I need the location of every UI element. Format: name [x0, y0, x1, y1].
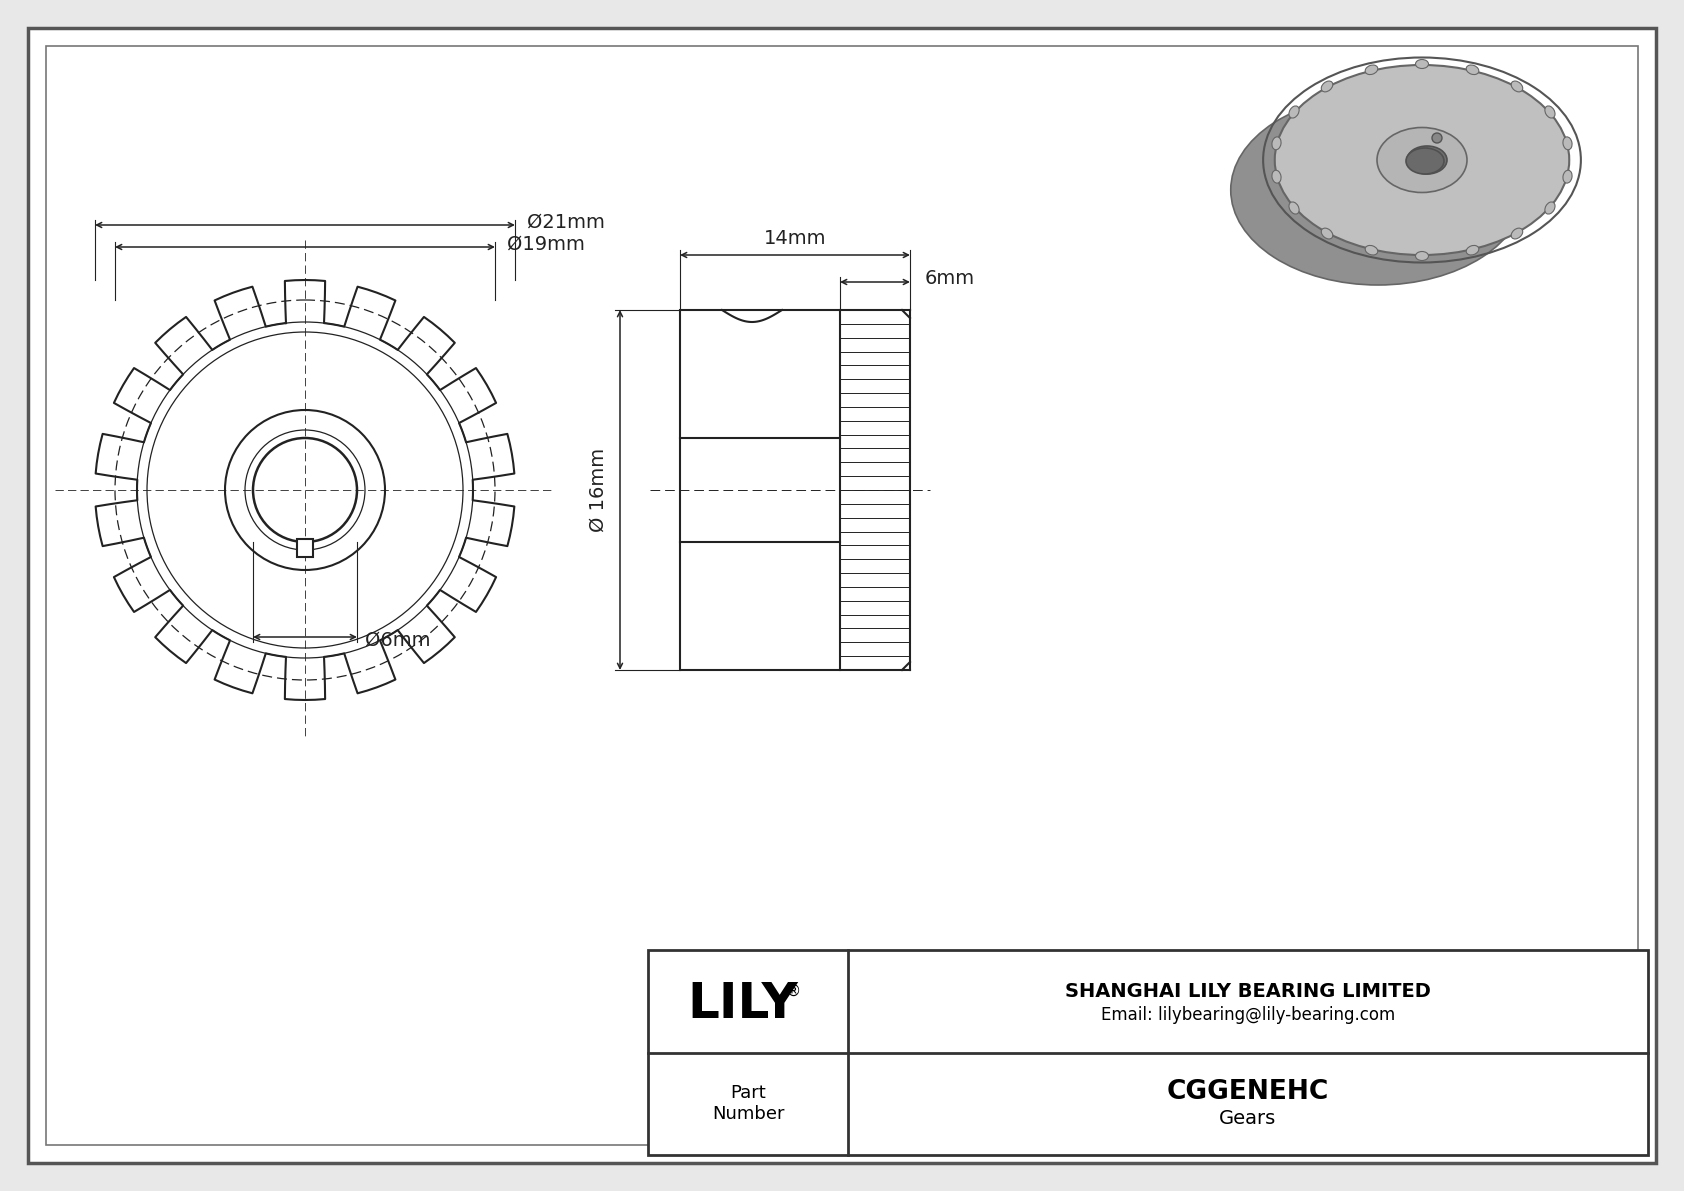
Ellipse shape [1416, 60, 1428, 69]
Bar [680, 310, 840, 671]
Ellipse shape [1511, 229, 1522, 239]
Ellipse shape [1366, 66, 1378, 75]
Ellipse shape [1563, 137, 1573, 150]
Ellipse shape [1408, 146, 1447, 174]
Ellipse shape [1544, 202, 1554, 214]
Text: Ø6mm: Ø6mm [365, 630, 431, 649]
Ellipse shape [1322, 229, 1332, 239]
Text: Part
Number: Part Number [712, 1084, 785, 1123]
Bar [296, 540, 313, 557]
Text: SHANGHAI LILY BEARING LIMITED: SHANGHAI LILY BEARING LIMITED [1064, 981, 1431, 1000]
Bar [648, 950, 1649, 1155]
Ellipse shape [1322, 81, 1332, 92]
Ellipse shape [1563, 170, 1573, 183]
Text: CGGENEHC: CGGENEHC [1167, 1079, 1329, 1105]
Ellipse shape [1231, 95, 1526, 285]
Text: 6mm: 6mm [925, 269, 975, 288]
Ellipse shape [1544, 106, 1554, 118]
Ellipse shape [1511, 81, 1522, 92]
Ellipse shape [1467, 66, 1479, 75]
Text: Ø19mm: Ø19mm [507, 235, 584, 254]
Text: Ø21mm: Ø21mm [527, 212, 605, 231]
Ellipse shape [1406, 148, 1443, 174]
Ellipse shape [1378, 127, 1467, 193]
Ellipse shape [1288, 106, 1298, 118]
Circle shape [1431, 133, 1442, 143]
Ellipse shape [1366, 245, 1378, 255]
Text: Gears: Gears [1219, 1109, 1276, 1128]
Ellipse shape [1416, 251, 1428, 261]
Ellipse shape [1271, 170, 1282, 183]
Text: Email: lilybearing@lily-bearing.com: Email: lilybearing@lily-bearing.com [1101, 1006, 1394, 1024]
Ellipse shape [1275, 66, 1569, 255]
Ellipse shape [1467, 245, 1479, 255]
Text: 14mm: 14mm [765, 230, 827, 249]
Text: Ø 16mm: Ø 16mm [588, 448, 608, 532]
Text: LILY: LILY [687, 980, 798, 1028]
Text: ®: ® [786, 984, 802, 999]
Ellipse shape [1271, 137, 1282, 150]
Ellipse shape [1288, 202, 1298, 214]
